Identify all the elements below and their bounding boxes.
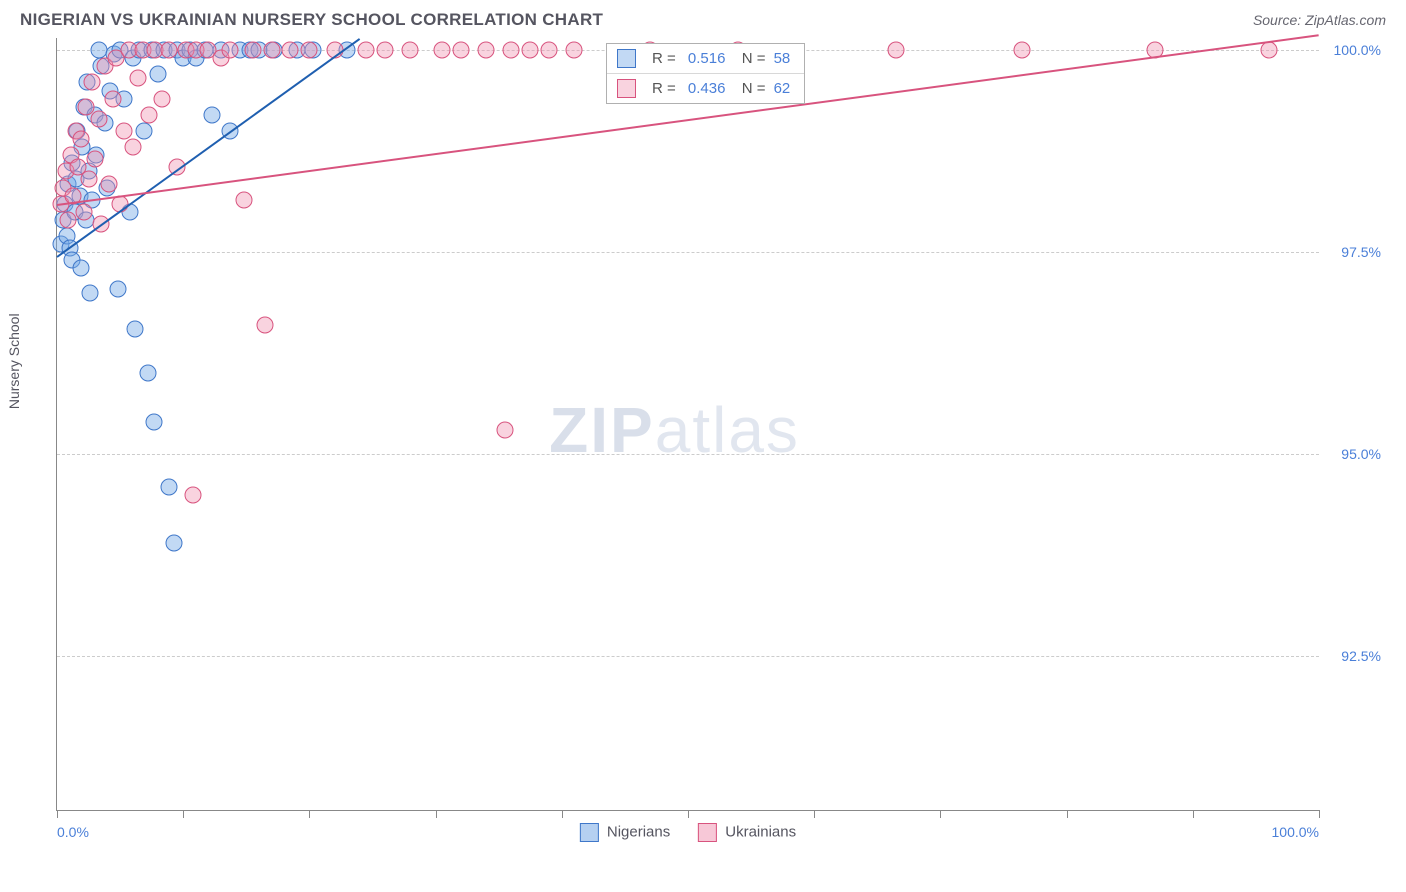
scatter-point: [86, 151, 103, 168]
x-tick: [1319, 810, 1320, 818]
scatter-point: [204, 106, 221, 123]
x-tick-label: 0.0%: [57, 824, 89, 840]
scatter-point: [129, 70, 146, 87]
scatter-point: [161, 478, 178, 495]
scatter-point: [522, 42, 539, 59]
chart-header: NIGERIAN VS UKRAINIAN NURSERY SCHOOL COR…: [0, 0, 1406, 38]
x-tick: [814, 810, 815, 818]
y-tick-label: 95.0%: [1326, 446, 1381, 462]
stat-r-value: 0.436: [688, 80, 726, 97]
scatter-point: [566, 42, 583, 59]
y-tick-label: 100.0%: [1326, 42, 1381, 58]
source-label: Source: ZipAtlas.com: [1253, 12, 1386, 28]
x-tick: [940, 810, 941, 818]
scatter-point: [244, 42, 261, 59]
y-tick-label: 97.5%: [1326, 244, 1381, 260]
scatter-point: [503, 42, 520, 59]
chart-title: NIGERIAN VS UKRAINIAN NURSERY SCHOOL COR…: [20, 10, 603, 30]
scatter-point: [1260, 42, 1277, 59]
scatter-point: [84, 74, 101, 91]
legend-swatch: [617, 79, 636, 98]
scatter-point: [452, 42, 469, 59]
x-tick: [183, 810, 184, 818]
legend-swatch: [580, 823, 599, 842]
plot-region: 92.5%95.0%97.5%100.0%0.0%100.0%ZIPatlasR…: [56, 38, 1319, 811]
scatter-point: [124, 139, 141, 156]
x-tick: [1067, 810, 1068, 818]
stat-r-label: R =: [652, 80, 680, 97]
gridline-h: [57, 454, 1319, 455]
x-tick: [1193, 810, 1194, 818]
scatter-point: [358, 42, 375, 59]
scatter-point: [166, 535, 183, 552]
x-tick: [436, 810, 437, 818]
scatter-point: [72, 131, 89, 148]
scatter-point: [136, 122, 153, 139]
scatter-point: [282, 42, 299, 59]
scatter-point: [109, 280, 126, 297]
scatter-point: [146, 413, 163, 430]
stats-row: R = 0.436 N = 62: [607, 73, 804, 103]
watermark: ZIPatlas: [549, 393, 800, 467]
stat-n-value: 62: [774, 80, 791, 97]
scatter-point: [478, 42, 495, 59]
scatter-point: [161, 42, 178, 59]
gridline-h: [57, 656, 1319, 657]
scatter-point: [185, 486, 202, 503]
y-tick-label: 92.5%: [1326, 648, 1381, 664]
scatter-point: [81, 284, 98, 301]
x-tick: [688, 810, 689, 818]
scatter-point: [72, 260, 89, 277]
x-tick: [562, 810, 563, 818]
stats-legend: R = 0.516 N = 58 R = 0.436 N = 62: [606, 43, 805, 104]
scatter-point: [377, 42, 394, 59]
gridline-h: [57, 252, 1319, 253]
scatter-point: [433, 42, 450, 59]
stat-n-label: N =: [733, 50, 765, 67]
scatter-point: [115, 122, 132, 139]
stat-n-value: 58: [774, 50, 791, 67]
scatter-point: [1014, 42, 1031, 59]
stat-r-value: 0.516: [688, 50, 726, 67]
scatter-point: [80, 171, 97, 188]
scatter-point: [104, 90, 121, 107]
scatter-point: [257, 316, 274, 333]
x-tick: [57, 810, 58, 818]
legend-item: Ukrainians: [698, 823, 796, 842]
series-legend: Nigerians Ukrainians: [580, 823, 796, 842]
legend-swatch: [617, 49, 636, 68]
stat-n-label: N =: [733, 80, 765, 97]
chart-area: Nursery School 92.5%95.0%97.5%100.0%0.0%…: [20, 38, 1386, 860]
scatter-point: [139, 365, 156, 382]
scatter-point: [90, 110, 107, 127]
legend-label: Nigerians: [607, 823, 670, 840]
stat-r-label: R =: [652, 50, 680, 67]
scatter-point: [100, 175, 117, 192]
stats-row: R = 0.516 N = 58: [607, 44, 804, 73]
scatter-point: [149, 66, 166, 83]
x-tick: [309, 810, 310, 818]
scatter-point: [402, 42, 419, 59]
scatter-point: [301, 42, 318, 59]
scatter-point: [127, 321, 144, 338]
y-axis-label: Nursery School: [6, 313, 22, 409]
x-tick-label: 100.0%: [1272, 824, 1319, 840]
scatter-point: [141, 106, 158, 123]
legend-label: Ukrainians: [725, 823, 796, 840]
scatter-point: [497, 422, 514, 439]
scatter-point: [263, 42, 280, 59]
scatter-point: [888, 42, 905, 59]
scatter-point: [235, 191, 252, 208]
scatter-point: [75, 203, 92, 220]
legend-swatch: [698, 823, 717, 842]
scatter-point: [153, 90, 170, 107]
scatter-point: [541, 42, 558, 59]
scatter-point: [221, 42, 238, 59]
legend-item: Nigerians: [580, 823, 670, 842]
